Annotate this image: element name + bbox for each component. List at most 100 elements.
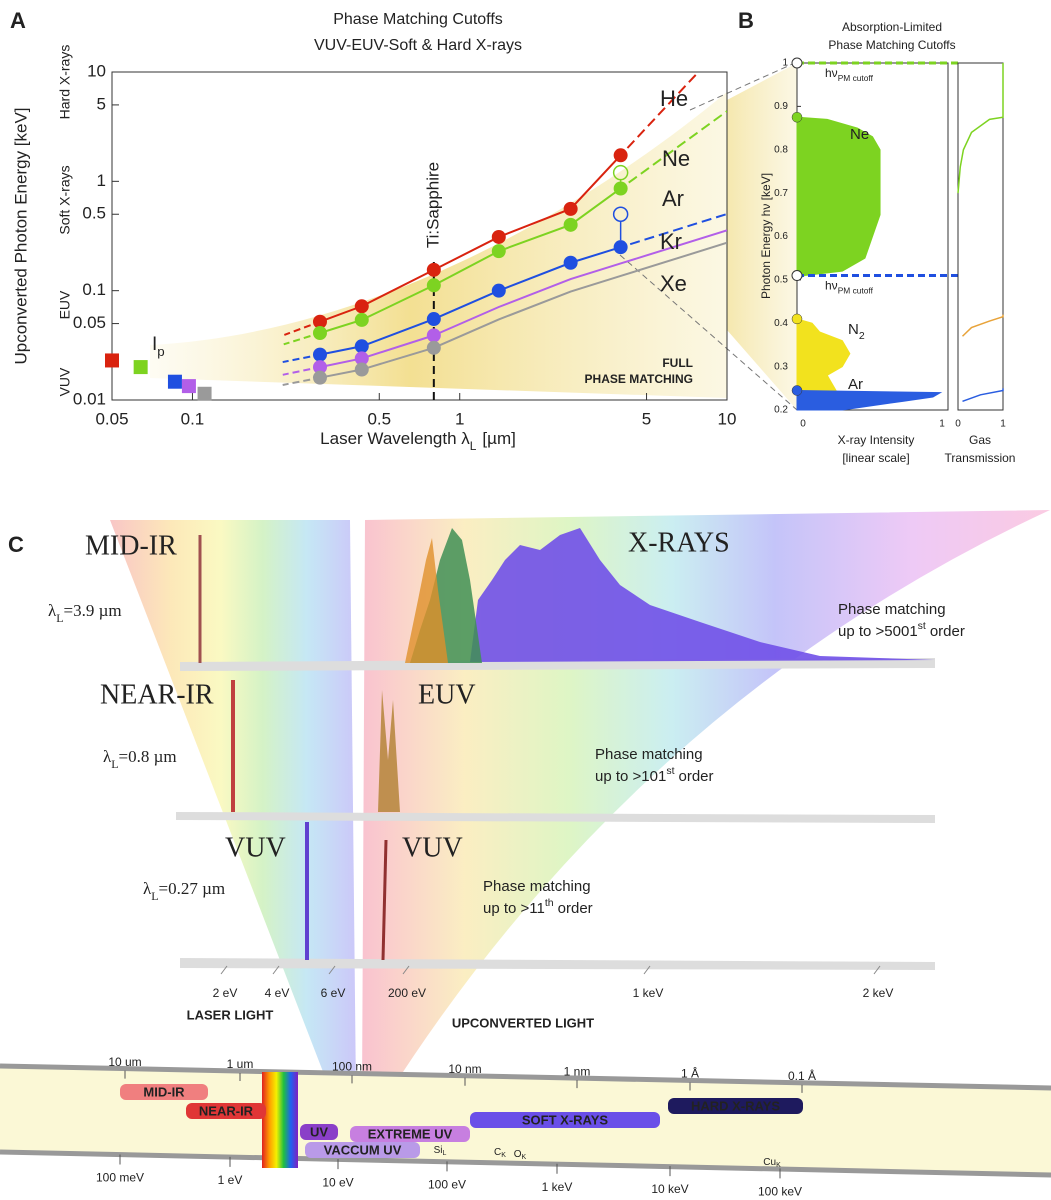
x-tick-label: 0 — [955, 419, 961, 430]
wavelength-scale-label: 1 um — [227, 1057, 254, 1071]
band-label: HARD X-RAYS — [691, 1098, 780, 1113]
y-tick-label: 0.8 — [774, 144, 788, 155]
edge-label-part: C — [494, 1147, 501, 1158]
spectrum-floor — [176, 812, 935, 823]
series-extension — [433, 229, 727, 337]
x-tick-label: 10 — [718, 409, 737, 428]
y-tick-label: 10 — [87, 61, 106, 80]
spectrum-floor — [180, 958, 935, 970]
y-tick-label: 5 — [97, 94, 106, 113]
series-line — [319, 246, 621, 356]
y-tick-label: 0.05 — [73, 313, 106, 332]
upconverted-label: EUV — [418, 679, 476, 710]
edge-label-part: K — [522, 1154, 527, 1161]
phase-matching-note: up to >11th order — [483, 897, 593, 917]
series-line — [319, 154, 622, 323]
data-point — [426, 340, 441, 355]
energy-axis-label: 2 eV — [213, 986, 238, 1000]
edge-label-part: O — [514, 1149, 522, 1160]
region-label: Soft X-rays — [57, 165, 73, 234]
data-point — [563, 201, 578, 216]
edge-label-part: Cu — [763, 1157, 776, 1168]
series-extension — [282, 378, 311, 386]
y-axis-label: Upconverted Photon Energy [keV] — [11, 107, 30, 364]
data-point — [491, 283, 506, 298]
edge-label-part: L — [443, 1150, 447, 1157]
x-axis-label: [linear scale] — [842, 451, 909, 465]
wavelength-label: λL=3.9 µm — [48, 601, 122, 625]
series-label-part: 2 — [859, 330, 865, 342]
series-label-part: N — [848, 321, 859, 338]
band-label: NEAR-IR — [199, 1103, 254, 1118]
edge-label: CK — [494, 1147, 506, 1160]
phase-matching-note: Phase matching — [595, 746, 703, 763]
cutoff-label: hνPM cutoff — [825, 279, 874, 296]
edge-label-part: K — [501, 1152, 506, 1159]
x-axis-label-part: Laser Wavelength λ — [320, 429, 470, 448]
transmission-curve — [957, 63, 1004, 194]
cutoff-point — [791, 313, 803, 325]
wavelength-scale-label: 10 um — [108, 1055, 141, 1069]
plot-frame — [111, 71, 728, 401]
series-extension — [282, 355, 311, 364]
phase-matching-region — [150, 92, 727, 398]
x-tick-label: 1 — [455, 409, 464, 428]
energy-axis-label: 4 eV — [265, 986, 290, 1000]
wavelength-scale-label: 10 nm — [448, 1062, 481, 1076]
y-tick-label: 0.3 — [774, 361, 788, 372]
ip-marker — [181, 379, 196, 394]
wavelength-label-part: L — [111, 757, 118, 771]
edge-label: CuK — [763, 1157, 781, 1170]
laser-label: Ti:Sapphire — [423, 162, 442, 248]
laser-label: NEAR-IR — [100, 679, 214, 710]
phase-matching-note-part: order — [679, 768, 714, 785]
chart-title: Absorption-Limited — [842, 20, 942, 34]
data-point — [354, 312, 369, 327]
phase-matching-note: Phase matching — [838, 601, 946, 618]
edge-label: OK — [514, 1149, 527, 1162]
wavelength-label-part: L — [56, 611, 63, 625]
data-point — [312, 347, 327, 362]
y-tick-label: 0.2 — [774, 405, 788, 416]
x-tick-label: 0.5 — [367, 409, 391, 428]
phase-matching-note-part: th — [545, 897, 554, 909]
band-label: SOFT X-RAYS — [522, 1112, 609, 1127]
edge-label: SiL — [434, 1145, 447, 1158]
spectrum-area — [796, 318, 851, 402]
band-bar — [120, 1084, 208, 1100]
energy-tick — [220, 965, 228, 975]
series-extension — [629, 213, 727, 246]
series-extension — [628, 110, 727, 184]
cutoff-label-part: hν — [825, 66, 838, 80]
series-label: Ar — [662, 186, 684, 211]
region-label: VUV — [57, 367, 73, 396]
annotation: FULL — [662, 356, 693, 370]
data-point — [613, 181, 628, 196]
x-tick-label: 0.1 — [181, 409, 205, 428]
y-tick-label: 0.01 — [73, 389, 106, 408]
energy-scale-label: 100 eV — [428, 1178, 466, 1192]
upconverted-label: VUV — [402, 832, 463, 863]
energy-tick — [272, 965, 280, 975]
band-label: EXTREME UV — [368, 1126, 453, 1141]
energy-axis-label: 6 eV — [321, 986, 346, 1000]
energy-scale-label: 1 keV — [542, 1180, 573, 1194]
energy-axis-label: 200 eV — [388, 986, 426, 1000]
band-bar — [350, 1126, 470, 1142]
series-label: Ar — [848, 376, 863, 393]
x-ray-spectrum — [405, 538, 448, 663]
energy-scale-label: 1 eV — [218, 1173, 243, 1187]
series-extension — [433, 241, 727, 349]
x-tick-label: 1 — [939, 419, 945, 430]
edge-label-part: Si — [434, 1145, 443, 1156]
data-point — [354, 339, 369, 354]
edge-label-part: K — [776, 1162, 781, 1169]
plot-frame — [957, 62, 1004, 411]
series-label: Kr — [660, 229, 682, 254]
cutoff-label-part: hν — [825, 279, 838, 293]
spectrum-area — [796, 116, 881, 281]
y-tick-label: 1 — [97, 171, 106, 190]
band-bar — [305, 1142, 420, 1158]
